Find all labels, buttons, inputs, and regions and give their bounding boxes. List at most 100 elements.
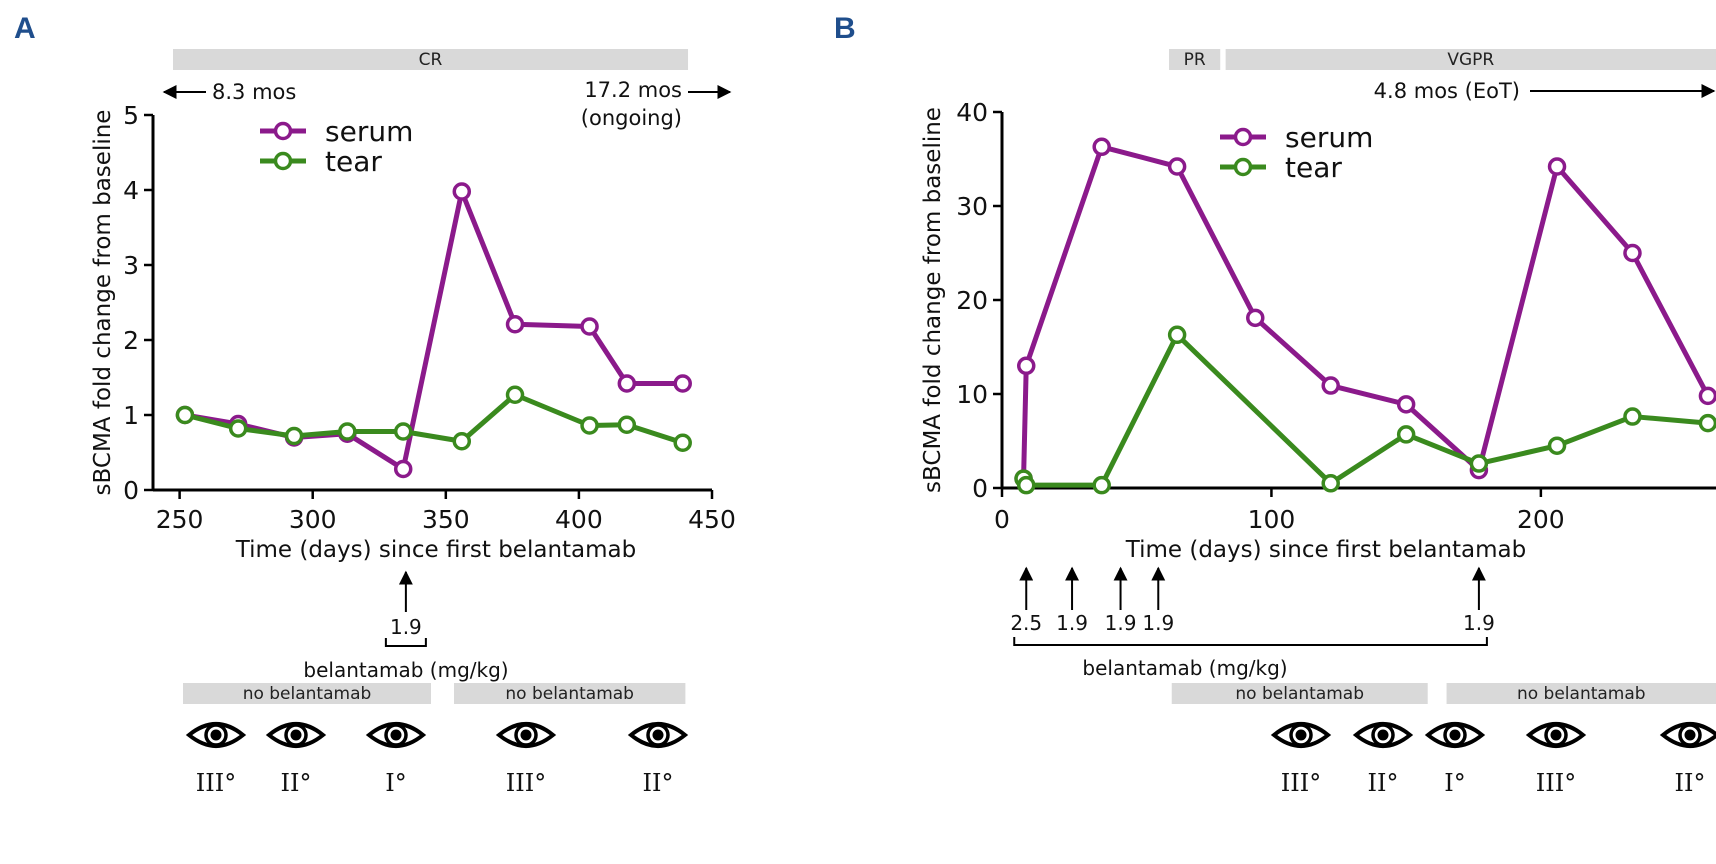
legend-label-serum: serum bbox=[325, 115, 413, 148]
data-point-tear bbox=[393, 422, 413, 441]
data-point-tear bbox=[1698, 413, 1716, 433]
data-point-serum bbox=[580, 317, 599, 336]
response-bar-cr bbox=[173, 49, 689, 70]
toxicity-grade: II° bbox=[1368, 769, 1399, 797]
data-point-tear bbox=[1469, 454, 1489, 473]
left-note: 8.3 mos bbox=[212, 80, 296, 104]
data-point-tear bbox=[580, 416, 599, 435]
x-tick-label: 100 bbox=[1248, 505, 1296, 534]
eye-icon bbox=[1270, 722, 1332, 748]
data-point-serum bbox=[1698, 386, 1716, 406]
data-point-serum bbox=[1623, 243, 1642, 263]
toxicity-grade: I° bbox=[385, 769, 406, 797]
eye-iris bbox=[1544, 723, 1568, 747]
eye-icon bbox=[1352, 722, 1414, 748]
eye-iris bbox=[1443, 723, 1467, 747]
y-tick-label: 4 bbox=[123, 176, 139, 205]
data-point-tear bbox=[673, 433, 692, 452]
data-point-serum bbox=[1396, 395, 1416, 414]
data-point-serum bbox=[452, 182, 472, 201]
eye-pupil bbox=[520, 729, 532, 741]
eye-outline bbox=[1525, 722, 1587, 748]
eye-iris bbox=[384, 723, 408, 747]
no-belantamab-label: no belantamab bbox=[1235, 684, 1364, 704]
x-tick-label: 400 bbox=[555, 505, 603, 534]
y-tick-label: 0 bbox=[972, 474, 988, 503]
panel-b-letter: B bbox=[834, 12, 856, 45]
data-point-serum bbox=[393, 459, 413, 479]
data-point-serum bbox=[1092, 137, 1111, 157]
y-tick-label: 40 bbox=[956, 98, 988, 127]
data-point-serum bbox=[1246, 308, 1265, 328]
x-tick-label: 350 bbox=[422, 505, 470, 534]
eye-pupil bbox=[1295, 729, 1307, 741]
no-belantamab-bar bbox=[1171, 683, 1428, 704]
eye-icon bbox=[1424, 722, 1486, 748]
y-tick-label: 20 bbox=[956, 286, 988, 315]
y-axis-title: sBCMA fold change from baseline bbox=[90, 110, 116, 496]
no-belantamab-bar bbox=[454, 683, 686, 704]
right-note: 4.8 mos (EoT) bbox=[1374, 79, 1520, 103]
dose-label: 1.9 bbox=[1105, 611, 1137, 635]
data-point-tear bbox=[1016, 475, 1036, 495]
eye-outline bbox=[265, 722, 327, 748]
data-point-serum bbox=[617, 374, 637, 393]
dose-caption: belantamab (mg/kg) bbox=[1082, 656, 1287, 680]
eye-iris bbox=[646, 723, 670, 747]
response-bar-pr bbox=[1169, 49, 1221, 70]
eye-pupil bbox=[390, 729, 402, 741]
panel-a: CR 8.3 mos 17.2 mos (ongoing) 0 1 2 3 4 5 250 300 35… bbox=[90, 49, 736, 797]
eye-pupil bbox=[210, 729, 222, 741]
data-point-tear bbox=[338, 422, 357, 441]
legend-label-tear: tear bbox=[1285, 151, 1342, 184]
y-tick-label: 30 bbox=[956, 192, 988, 221]
data-point-tear bbox=[1396, 425, 1416, 444]
toxicity-grade: II° bbox=[281, 769, 312, 797]
legend-label-serum: serum bbox=[1285, 121, 1373, 154]
x-tick-label: 250 bbox=[156, 505, 204, 534]
no-belantamab-label: no belantamab bbox=[505, 684, 634, 704]
dose-bracket bbox=[1013, 637, 1488, 646]
dose-bracket bbox=[384, 638, 427, 647]
y-axis-title: sBCMA fold change from baseline bbox=[920, 107, 946, 493]
toxicity-grade: II° bbox=[1675, 769, 1706, 797]
toxicity-grade: III° bbox=[1281, 769, 1321, 797]
no-belantamab-bar bbox=[183, 683, 431, 704]
no-belantamab-label: no belantamab bbox=[243, 684, 372, 704]
response-bar-label: PR bbox=[1184, 50, 1206, 70]
no-belantamab-label: no belantamab bbox=[1517, 684, 1646, 704]
data-point-tear bbox=[505, 385, 525, 404]
y-tick-label: 2 bbox=[123, 326, 139, 355]
data-point-tear bbox=[284, 426, 304, 446]
eye-icon bbox=[265, 722, 327, 748]
panel-a-letter: A bbox=[14, 12, 36, 45]
eye-pupil bbox=[290, 729, 302, 741]
panel-b: PR VGPR 4.8 mos (EoT) 0 10 20 30 40 0 100 200 Time … bbox=[920, 49, 1716, 797]
eye-iris bbox=[514, 723, 538, 747]
y-tick-label: 10 bbox=[956, 380, 988, 409]
eye-iris bbox=[1678, 723, 1702, 747]
dose-label: 1.9 bbox=[390, 615, 422, 639]
dose-label: 1.9 bbox=[1142, 611, 1174, 635]
x-tick-label: 450 bbox=[688, 505, 736, 534]
data-point-tear bbox=[617, 415, 637, 434]
data-point-tear bbox=[1321, 474, 1340, 493]
data-point-tear bbox=[175, 405, 195, 425]
y-tick-label: 0 bbox=[123, 476, 139, 505]
y-tick-label: 5 bbox=[123, 101, 139, 130]
data-point-tear bbox=[1623, 407, 1642, 426]
legend-marker-tear bbox=[273, 151, 293, 171]
response-bar-label: CR bbox=[419, 50, 443, 70]
x-tick-label: 0 bbox=[994, 505, 1010, 534]
eye-icon bbox=[495, 722, 557, 748]
no-belantamab-bar bbox=[1446, 683, 1716, 704]
eye-outline bbox=[1352, 722, 1414, 748]
data-point-serum bbox=[1167, 157, 1187, 176]
eye-outline bbox=[365, 722, 427, 748]
toxicity-grade: III° bbox=[1536, 769, 1576, 797]
toxicity-grade: III° bbox=[506, 769, 546, 797]
eye-pupil bbox=[1377, 729, 1389, 741]
x-tick-label: 300 bbox=[289, 505, 337, 534]
eye-iris bbox=[1289, 723, 1313, 747]
x-axis-title: Time (days) since first belantamab bbox=[1125, 537, 1526, 563]
